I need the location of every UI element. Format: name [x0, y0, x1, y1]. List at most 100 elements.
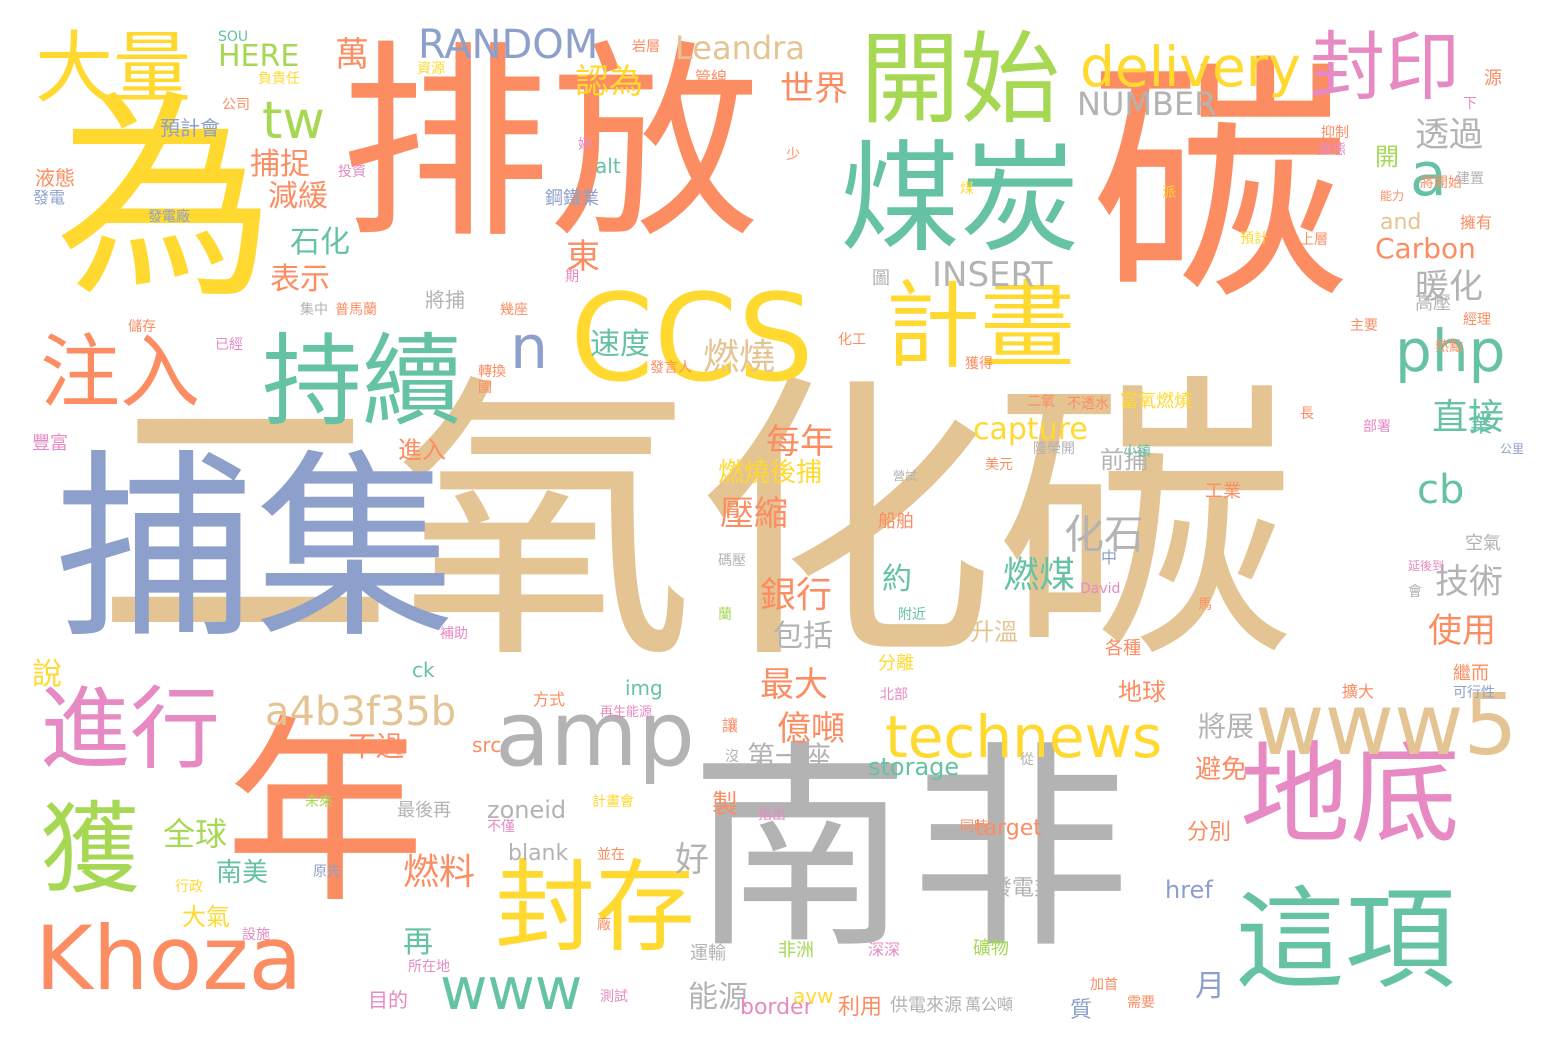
- cloud-word: David: [1080, 581, 1121, 597]
- cloud-word: 擁有: [1460, 213, 1493, 232]
- cloud-word: 負責任: [258, 71, 300, 87]
- cloud-word: 開始: [860, 21, 1060, 138]
- cloud-word: 集中: [300, 302, 328, 318]
- cloud-word: 直接: [1432, 397, 1505, 438]
- cloud-word: 約: [882, 562, 912, 597]
- cloud-word: border: [740, 995, 813, 1020]
- cloud-word: 資源: [417, 61, 445, 77]
- cloud-word: 轉換: [478, 364, 506, 380]
- cloud-word: 壓縮: [720, 494, 788, 534]
- cloud-word: 質: [1070, 998, 1093, 1023]
- cloud-word: 南非: [690, 722, 1131, 978]
- cloud-word: zoneid: [487, 796, 567, 824]
- cloud-word: 技術: [1435, 562, 1503, 602]
- cloud-word: 計畫: [885, 272, 1076, 382]
- cloud-word: 認為: [575, 62, 643, 102]
- cloud-word: 最後再: [397, 800, 451, 821]
- cloud-word: 第一座: [747, 740, 832, 773]
- cloud-word: 大氣: [182, 903, 230, 931]
- cloud-word: www5: [1255, 676, 1518, 775]
- cloud-word: 船舶: [878, 511, 914, 532]
- cloud-word: capture: [973, 412, 1088, 447]
- cloud-word: 延後到: [1408, 559, 1445, 573]
- cloud-word: 為: [55, 72, 276, 328]
- cloud-word: 沒: [725, 749, 739, 765]
- cloud-word: 指出: [758, 807, 786, 823]
- cloud-word: 隆榮開: [1033, 441, 1075, 457]
- cloud-word: 國: [478, 380, 492, 396]
- cloud-word: 派: [1162, 185, 1176, 201]
- cloud-word: 發言人: [650, 360, 692, 376]
- cloud-word: delivery: [1080, 35, 1301, 99]
- cloud-word: 源: [1484, 68, 1502, 89]
- cloud-word: 美元: [985, 457, 1013, 473]
- cloud-word: 發電業: [990, 876, 1057, 901]
- cloud-word: 方式: [533, 690, 566, 709]
- cloud-word: 銀行: [760, 575, 833, 616]
- cloud-word: 將開始: [1420, 175, 1462, 191]
- cloud-word: 補助: [440, 626, 468, 642]
- cloud-word: 營試: [893, 469, 918, 483]
- cloud-word: 速度: [590, 327, 650, 362]
- cloud-word: 可行性: [1453, 685, 1495, 701]
- cloud-word: 化石: [1064, 512, 1144, 558]
- cloud-word: a: [1410, 140, 1447, 210]
- cloud-word: 減緩: [268, 179, 328, 214]
- cloud-word: NUMBER: [1077, 85, 1217, 123]
- cloud-word: RANDOM: [418, 22, 599, 68]
- cloud-word: technews: [885, 703, 1163, 771]
- cloud-word: 主要: [1350, 318, 1378, 334]
- cloud-word: 預計會: [160, 116, 220, 140]
- cloud-word: 大量: [35, 24, 192, 114]
- cloud-word: 目的: [368, 988, 408, 1012]
- cloud-word: 燃燒: [703, 337, 776, 378]
- cloud-word: 幾座: [500, 302, 528, 318]
- cloud-word: 婷: [578, 137, 592, 153]
- cloud-word: 加首: [1090, 977, 1118, 993]
- cloud-word: 地球: [1118, 678, 1166, 706]
- cloud-word: 製: [712, 790, 739, 820]
- cloud-word: 同時: [960, 819, 988, 835]
- cloud-word: 從: [1020, 752, 1034, 768]
- cloud-word: 封存: [495, 849, 695, 966]
- cloud-word: 公司: [222, 97, 250, 113]
- cloud-word: 讓: [722, 716, 739, 735]
- cloud-word: 南美: [216, 858, 269, 888]
- cloud-word: 好: [675, 840, 709, 880]
- cloud-word: 燃煤: [1003, 555, 1076, 596]
- cloud-word: alt: [595, 154, 621, 178]
- cloud-word: 普馬蘭: [335, 302, 377, 318]
- cloud-word: 儲存: [128, 319, 156, 335]
- cloud-word: 投資: [338, 164, 366, 180]
- cloud-word: Carbon: [1375, 232, 1476, 265]
- cloud-word: 已經: [215, 337, 243, 353]
- cloud-word: 預計: [1240, 231, 1268, 247]
- cloud-word: 二氧化碳: [95, 350, 1295, 699]
- cloud-word: a4b3f35b: [265, 689, 457, 735]
- cloud-word: n: [510, 313, 549, 383]
- cloud-word: 並在: [597, 847, 625, 863]
- cloud-word: 能力: [1380, 189, 1405, 203]
- cloud-word: 不透水: [1067, 396, 1109, 412]
- cloud-word: src: [472, 733, 502, 757]
- cloud-word: 運輸: [690, 943, 726, 964]
- cloud-word: php: [1395, 317, 1506, 385]
- cloud-word: 地底: [1240, 731, 1460, 859]
- cloud-word: 蘭: [718, 607, 732, 623]
- cloud-word: 馬: [1198, 597, 1212, 613]
- cloud-word: 各種: [1105, 638, 1141, 659]
- cloud-word: 熱點: [1435, 339, 1463, 355]
- cloud-word: avw: [793, 984, 834, 1008]
- cloud-word: 煤炭: [840, 130, 1080, 269]
- cloud-word: 世界: [780, 69, 848, 109]
- cloud-word: 少: [786, 147, 800, 163]
- cloud-word: 期: [565, 269, 579, 285]
- cloud-word: 部署: [1363, 419, 1391, 435]
- cloud-word: 將捕: [425, 288, 465, 312]
- cloud-word: 鋼鐵業: [545, 188, 599, 209]
- cloud-word: 發電廠: [148, 209, 190, 225]
- cloud-word: 這項: [1235, 876, 1455, 1004]
- cloud-word: 非洲: [778, 940, 814, 961]
- cloud-word: 避免: [1195, 755, 1248, 785]
- cloud-word: 能源: [688, 980, 748, 1015]
